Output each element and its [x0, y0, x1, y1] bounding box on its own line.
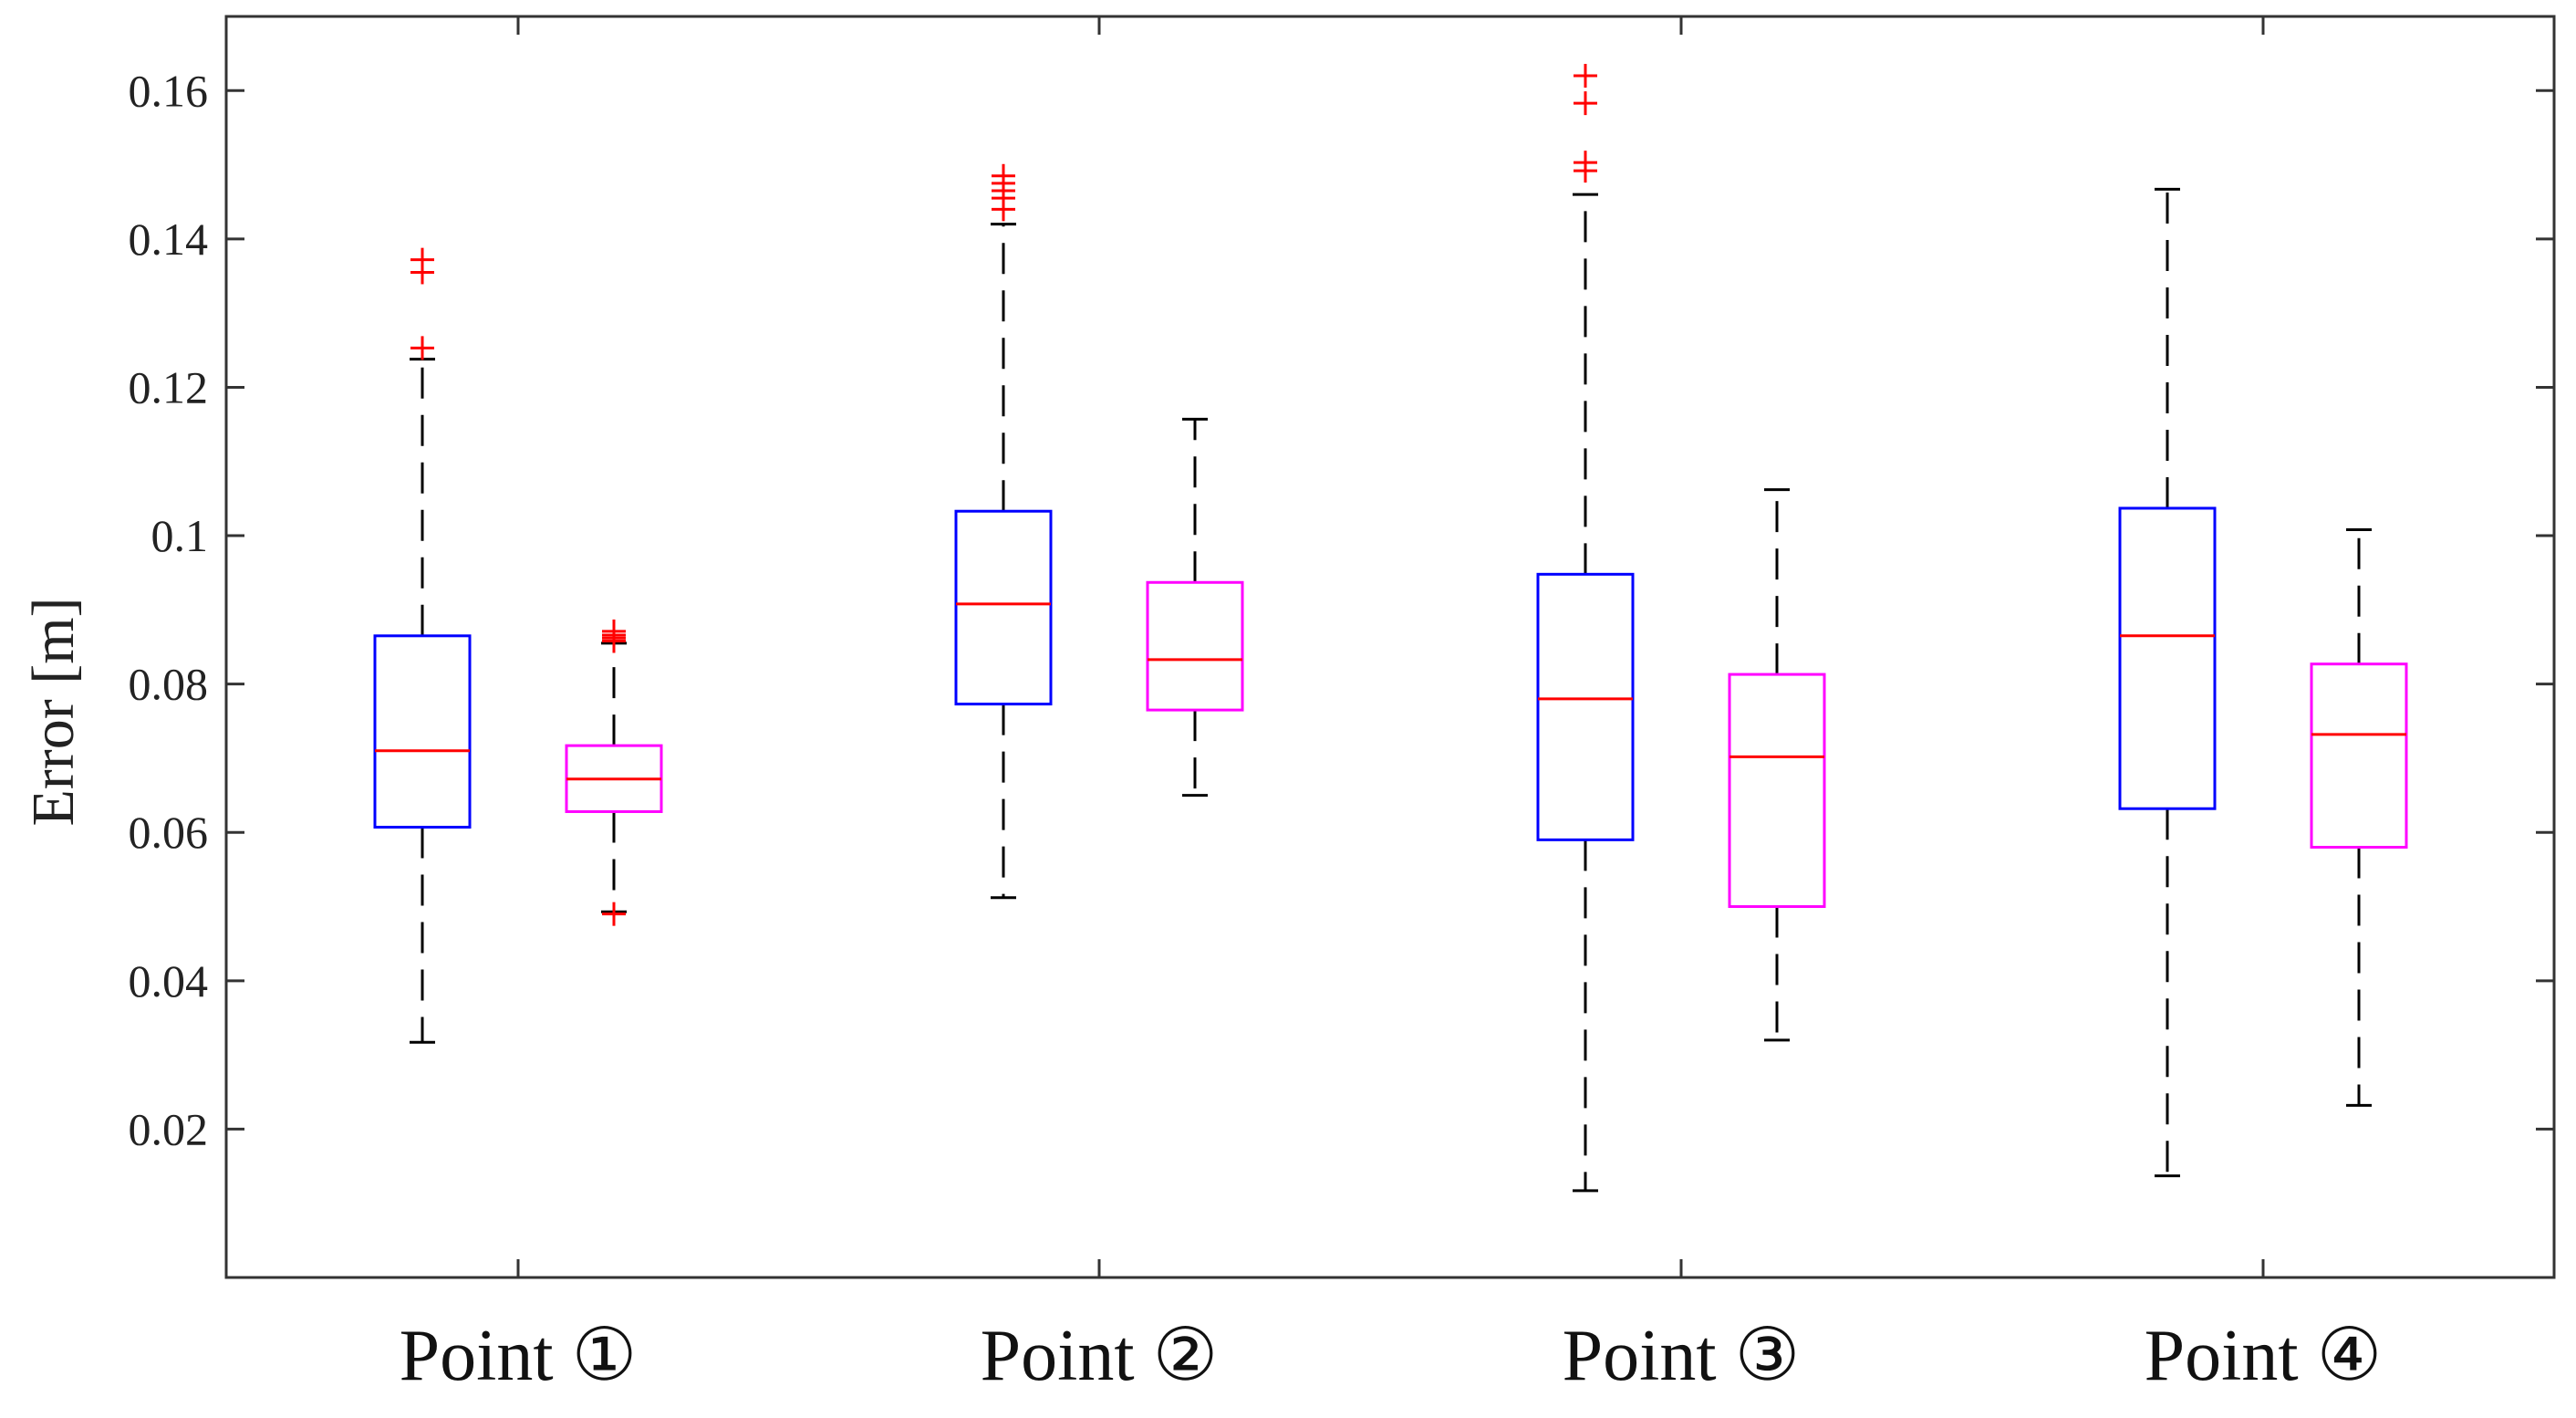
iqr-box — [2310, 662, 2408, 849]
iqr-box — [2118, 506, 2217, 810]
plot-area — [224, 15, 2556, 1279]
box-group — [1536, 64, 1635, 1193]
y-tick-label: 0.04 — [129, 955, 209, 1006]
box-group — [2310, 528, 2408, 1107]
box-group — [2118, 187, 2217, 1178]
box-group — [1146, 417, 1244, 798]
axes-frame — [224, 15, 2556, 1279]
box-group — [1728, 488, 1826, 1042]
x-category-label: Point ④ — [2145, 1316, 2383, 1396]
x-category-label: Point ② — [981, 1316, 1219, 1396]
iqr-box — [1146, 580, 1244, 712]
y-tick-label: 0.16 — [129, 65, 209, 116]
iqr-box — [1536, 572, 1635, 841]
x-category-label: Point ① — [400, 1316, 638, 1396]
box-group — [373, 247, 472, 1044]
y-axis-title: Error [m] — [20, 597, 87, 826]
axis-ticks: 0.02 0.04 0.06 0.08 0.1 0.12 0.14 0.16 Point ① Po… — [129, 16, 2554, 1396]
y-tick-label: 0.08 — [129, 659, 209, 710]
iqr-box — [954, 509, 1053, 706]
iqr-box — [1728, 673, 1826, 909]
iqr-box — [373, 634, 472, 829]
box-group — [565, 619, 663, 926]
x-category-label: Point ③ — [1563, 1316, 1801, 1396]
y-tick-label: 0.12 — [129, 361, 209, 412]
y-tick-label: 0.06 — [129, 807, 209, 858]
y-tick-label: 0.14 — [129, 214, 209, 265]
y-tick-label: 0.1 — [151, 510, 209, 561]
y-tick-label: 0.02 — [129, 1103, 209, 1154]
box-group — [954, 163, 1053, 900]
